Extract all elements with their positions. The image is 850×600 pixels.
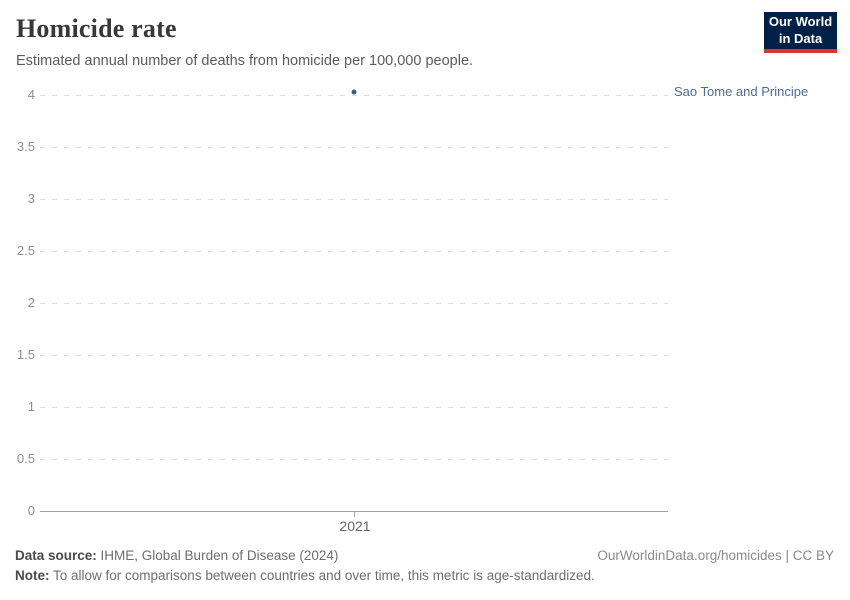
gridline-y-2 xyxy=(40,303,668,304)
gridline-y-3 xyxy=(40,199,668,200)
x-axis-tick-label: 2021 xyxy=(339,518,371,534)
footer-datasource-label: Data source: xyxy=(15,548,97,563)
y-axis-tick-label: 4 xyxy=(27,87,35,102)
footer-link[interactable]: OurWorldinData.org/homicides | CC BY xyxy=(597,548,834,563)
owid-logo-line1: Our World xyxy=(768,14,833,30)
gridline-y-1.5 xyxy=(40,355,668,356)
y-axis-tick-label: 1 xyxy=(27,399,35,414)
y-axis-tick-label: 3 xyxy=(27,191,35,206)
owid-logo[interactable]: Our World in Data xyxy=(764,12,837,53)
x-axis-line xyxy=(40,511,668,512)
x-axis-tick-mark xyxy=(354,512,355,517)
y-axis-tick-label: 1.5 xyxy=(16,347,35,362)
footer-note-label: Note: xyxy=(15,568,50,583)
gridline-y-2.5 xyxy=(40,251,668,252)
y-axis-tick-label: 0.5 xyxy=(16,451,35,466)
footer-datasource-value: IHME, Global Burden of Disease (2024) xyxy=(96,548,339,563)
chart-subtitle: Estimated annual number of deaths from h… xyxy=(16,53,474,69)
y-axis-tick-label: 2 xyxy=(27,295,35,310)
y-axis-tick-label: 2.5 xyxy=(16,243,35,258)
y-axis-tick-label: 3.5 xyxy=(16,139,35,154)
gridline-y-3.5 xyxy=(40,147,668,148)
footer-note-value: To allow for comparisons between countri… xyxy=(49,568,595,583)
footer-note: Note: To allow for comparisons between c… xyxy=(15,568,595,583)
gridline-y-1 xyxy=(40,407,668,408)
y-axis-tick-label: 0 xyxy=(27,503,35,518)
owid-logo-line2: in Data xyxy=(778,30,823,46)
gridline-y-4 xyxy=(40,95,668,96)
series-label-sao-tome-and-principe[interactable]: Sao Tome and Principe xyxy=(674,83,809,99)
gridline-y-0.5 xyxy=(40,459,668,460)
data-point-sao-tome-2021[interactable] xyxy=(351,89,357,95)
page-title: Homicide rate xyxy=(16,14,177,43)
footer-datasource: Data source: IHME, Global Burden of Dise… xyxy=(15,548,338,563)
